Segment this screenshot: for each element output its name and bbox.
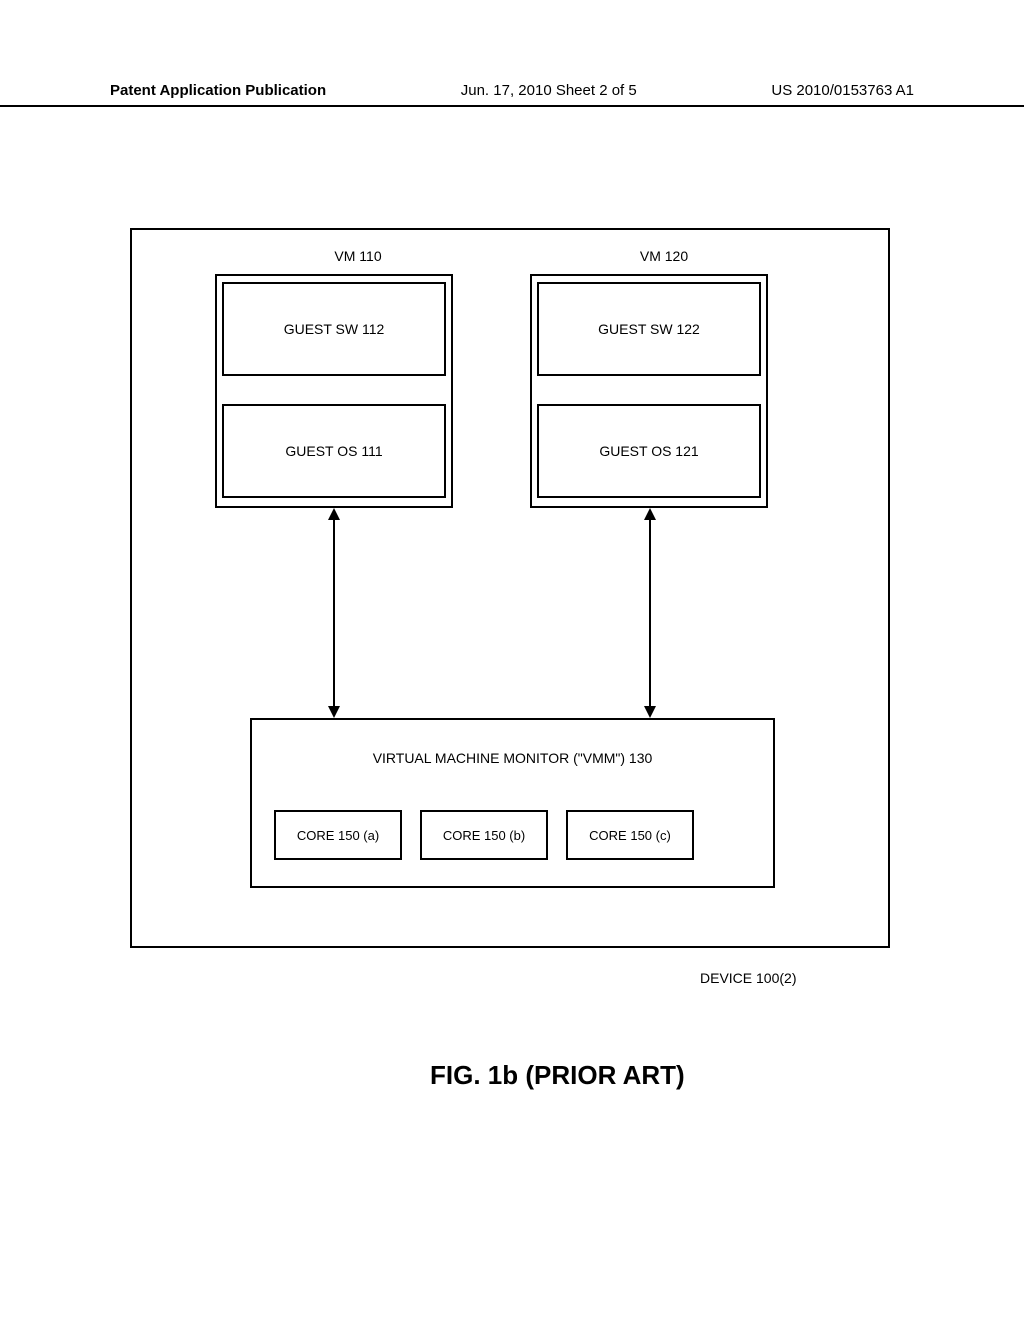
vm120-guest-os: GUEST OS 121: [537, 404, 761, 498]
figure-caption: FIG. 1b (PRIOR ART): [430, 1060, 685, 1091]
device-label: DEVICE 100(2): [700, 970, 796, 986]
vm120-guest-sw: GUEST SW 122: [537, 282, 761, 376]
arrow-line: [333, 520, 335, 706]
vm120-guest-os-label: GUEST OS 121: [599, 443, 698, 459]
vm120-title: VM 120: [564, 248, 764, 264]
core-box: CORE 150 (a): [274, 810, 402, 860]
vm110-guest-os-label: GUEST OS 111: [285, 443, 382, 459]
core-label: CORE 150 (a): [297, 828, 379, 843]
arrow-head-down-icon: [328, 706, 340, 718]
vmm-box: VIRTUAL MACHINE MONITOR ("VMM") 130: [250, 718, 775, 888]
page: Patent Application Publication Jun. 17, …: [0, 0, 1024, 1320]
header-center: Jun. 17, 2010 Sheet 2 of 5: [461, 82, 637, 99]
figure-caption-text: FIG. 1b (PRIOR ART): [430, 1060, 685, 1090]
page-header: Patent Application Publication Jun. 17, …: [0, 82, 1024, 107]
core-box: CORE 150 (b): [420, 810, 548, 860]
vm110-title: VM 110: [258, 248, 458, 264]
header-right: US 2010/0153763 A1: [771, 82, 914, 99]
arrow-head-up-icon: [328, 508, 340, 520]
vm110-guest-sw: GUEST SW 112: [222, 282, 446, 376]
arrow-head-up-icon: [644, 508, 656, 520]
header-left: Patent Application Publication: [110, 82, 326, 99]
arrow-line: [649, 520, 651, 706]
vm110-guest-os: GUEST OS 111: [222, 404, 446, 498]
arrow-head-down-icon: [644, 706, 656, 718]
vm110-guest-sw-label: GUEST SW 112: [284, 321, 385, 337]
vm120-guest-sw-label: GUEST SW 122: [598, 321, 700, 337]
vmm-title: VIRTUAL MACHINE MONITOR ("VMM") 130: [252, 750, 773, 766]
core-box: CORE 150 (c): [566, 810, 694, 860]
core-label: CORE 150 (c): [589, 828, 671, 843]
core-label: CORE 150 (b): [443, 828, 525, 843]
device-label-text: DEVICE 100(2): [700, 970, 796, 986]
